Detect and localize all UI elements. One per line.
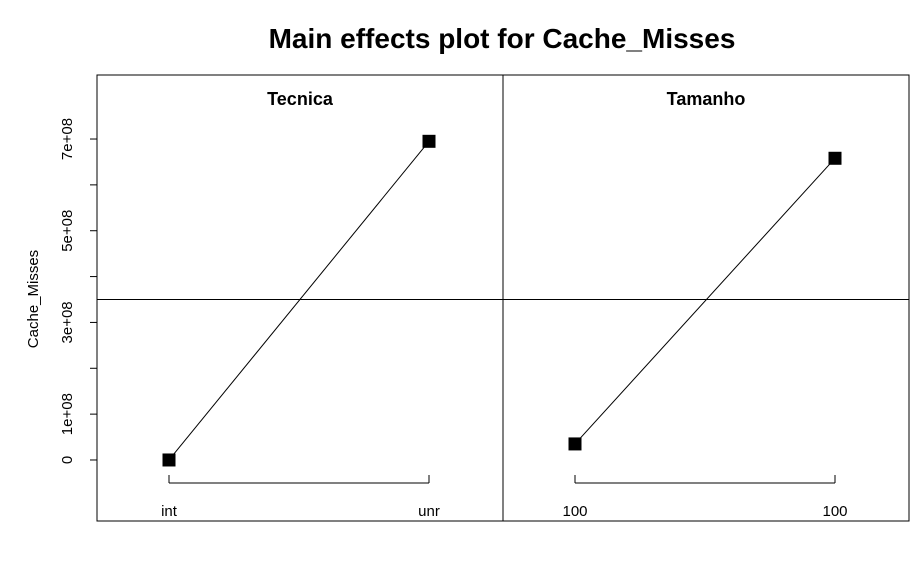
data-point <box>422 134 436 148</box>
data-point <box>162 453 176 467</box>
y-tick-label: 5e+08 <box>59 210 76 252</box>
y-axis-label: Cache_Misses <box>25 250 42 348</box>
chart-title: Main effects plot for Cache_Misses <box>269 23 736 54</box>
data-point <box>568 437 582 451</box>
y-tick-label: 1e+08 <box>59 393 76 435</box>
x-tick-label: int <box>161 503 178 520</box>
x-tick-label: 100 <box>822 503 847 520</box>
plot-layer: 0 1e+08 3e+08 5e+08 7e+08 Tecnica int unr Tamanh… <box>59 74 910 522</box>
panel-title: Tamanho <box>667 89 746 109</box>
x-tick-label: 100 <box>562 503 587 520</box>
effect-line <box>574 157 836 445</box>
y-tick-label: 7e+08 <box>59 118 76 160</box>
y-tick-label: 0 <box>59 456 76 464</box>
effect-line <box>168 140 430 461</box>
data-point <box>828 151 842 165</box>
y-tick-label: 3e+08 <box>59 301 76 343</box>
panel-title: Tecnica <box>267 89 334 109</box>
x-tick-label: unr <box>418 503 440 520</box>
